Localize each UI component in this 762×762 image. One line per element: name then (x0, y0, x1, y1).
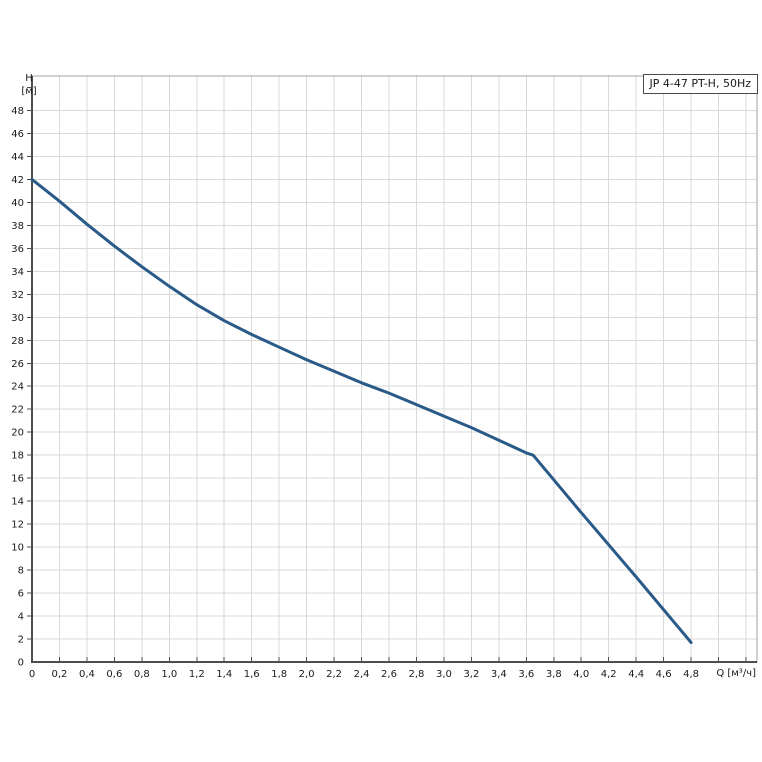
svg-text:44: 44 (11, 152, 24, 163)
y-tick-labels: 0246810121416182022242628303234363840424… (11, 106, 24, 669)
svg-text:4: 4 (18, 612, 24, 623)
svg-text:48: 48 (11, 106, 24, 117)
svg-text:3,2: 3,2 (463, 669, 479, 680)
gridlines (32, 76, 757, 662)
svg-text:16: 16 (11, 474, 24, 485)
svg-text:40: 40 (11, 198, 24, 209)
svg-text:18: 18 (11, 451, 24, 462)
svg-text:1,8: 1,8 (271, 669, 287, 680)
pump-curve (30, 177, 693, 644)
svg-text:0: 0 (18, 658, 24, 669)
x-axis-title: Q [м³/ч] (716, 668, 756, 679)
svg-text:2: 2 (18, 635, 24, 646)
svg-text:26: 26 (11, 359, 24, 370)
svg-text:0,6: 0,6 (106, 669, 122, 680)
svg-text:22: 22 (11, 405, 24, 416)
svg-text:30: 30 (11, 313, 24, 324)
svg-text:2,6: 2,6 (381, 669, 397, 680)
svg-text:1,2: 1,2 (189, 669, 205, 680)
svg-text:12: 12 (11, 520, 24, 531)
svg-text:3,0: 3,0 (436, 669, 452, 680)
svg-text:3,4: 3,4 (491, 669, 507, 680)
svg-text:46: 46 (11, 129, 24, 140)
svg-text:20: 20 (11, 428, 24, 439)
svg-text:32: 32 (11, 290, 24, 301)
svg-text:24: 24 (11, 382, 24, 393)
x-tick-labels: 0 0,2 0,4 0,6 0,8 1,0 1,2 1,4 1,6 1,8 2,0 2,2 2,4 2,6… (29, 669, 699, 680)
svg-text:4,8: 4,8 (683, 669, 699, 680)
svg-text:0,2: 0,2 (52, 669, 68, 680)
svg-text:0: 0 (29, 669, 35, 680)
svg-text:2,8: 2,8 (409, 669, 425, 680)
plot-border (31, 75, 758, 663)
svg-text:4,0: 4,0 (573, 669, 589, 680)
curve-title-box: JP 4-47 PT-H, 50Hz (642, 74, 758, 94)
svg-text:1,6: 1,6 (244, 669, 260, 680)
y-axis-title-unit: [м] (21, 86, 37, 97)
svg-text:0,8: 0,8 (134, 669, 150, 680)
svg-text:2,2: 2,2 (326, 669, 342, 680)
svg-text:1,0: 1,0 (161, 669, 177, 680)
svg-text:6: 6 (18, 589, 24, 600)
y-axis-title-symbol: H (25, 73, 33, 84)
tick-marks (27, 86, 747, 662)
svg-text:36: 36 (11, 244, 24, 255)
svg-text:38: 38 (11, 221, 24, 232)
axis-lines (31, 76, 757, 663)
svg-text:3,8: 3,8 (546, 669, 562, 680)
svg-text:2,4: 2,4 (354, 669, 370, 680)
svg-text:4,4: 4,4 (628, 669, 644, 680)
svg-text:1,4: 1,4 (216, 669, 232, 680)
svg-text:14: 14 (11, 497, 24, 508)
svg-text:34: 34 (11, 267, 24, 278)
y-axis-title: H [м] (12, 72, 46, 98)
svg-text:42: 42 (11, 175, 24, 186)
svg-text:4,2: 4,2 (601, 669, 617, 680)
svg-text:4,6: 4,6 (656, 669, 672, 680)
svg-text:8: 8 (18, 566, 24, 577)
svg-text:28: 28 (11, 336, 24, 347)
svg-text:3,6: 3,6 (518, 669, 534, 680)
svg-text:10: 10 (11, 543, 24, 554)
svg-text:0,4: 0,4 (79, 669, 95, 680)
svg-text:2,0: 2,0 (299, 669, 315, 680)
